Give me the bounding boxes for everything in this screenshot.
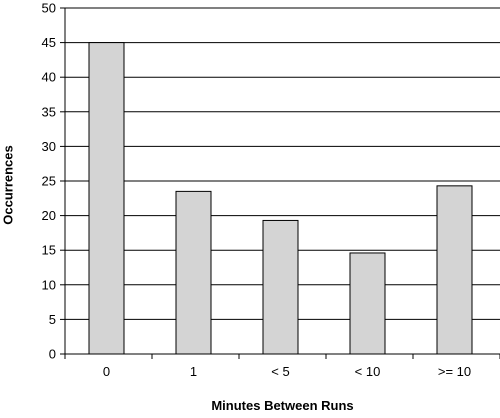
y-tick-label: 0 xyxy=(49,347,56,362)
y-tick-label: 45 xyxy=(42,35,56,50)
gridlines xyxy=(65,7,500,320)
y-tick-label: 20 xyxy=(42,208,56,223)
bar xyxy=(175,190,212,355)
x-tick-label: < 10 xyxy=(355,364,381,379)
y-tick-label: 35 xyxy=(42,104,56,119)
x-tick-label: >= 10 xyxy=(438,364,471,379)
y-tick-label: 10 xyxy=(42,277,56,292)
y-tick-label: 15 xyxy=(42,243,56,258)
bars xyxy=(88,42,473,355)
axes xyxy=(60,7,500,359)
x-axis-label: Minutes Between Runs xyxy=(211,398,354,413)
x-tick-label: < 5 xyxy=(271,364,289,379)
y-tick-label: 40 xyxy=(42,70,56,85)
x-tick-label: 0 xyxy=(103,364,110,379)
y-axis-label: Occurrences xyxy=(0,145,16,225)
bar xyxy=(88,42,125,355)
y-tick-label: 25 xyxy=(42,174,56,189)
x-tick-label: 1 xyxy=(190,364,197,379)
y-tick-label: 50 xyxy=(42,1,56,16)
y-tick-labels: 0 5 10 15 20 25 30 35 40 45 50 xyxy=(42,1,56,362)
x-tick-labels: 0 1 < 5 < 10 >= 10 xyxy=(103,364,471,379)
y-tick-label: 30 xyxy=(42,139,56,154)
bar xyxy=(262,219,299,355)
bar xyxy=(436,185,473,355)
bar xyxy=(349,252,386,355)
y-tick-label: 5 xyxy=(49,312,56,327)
